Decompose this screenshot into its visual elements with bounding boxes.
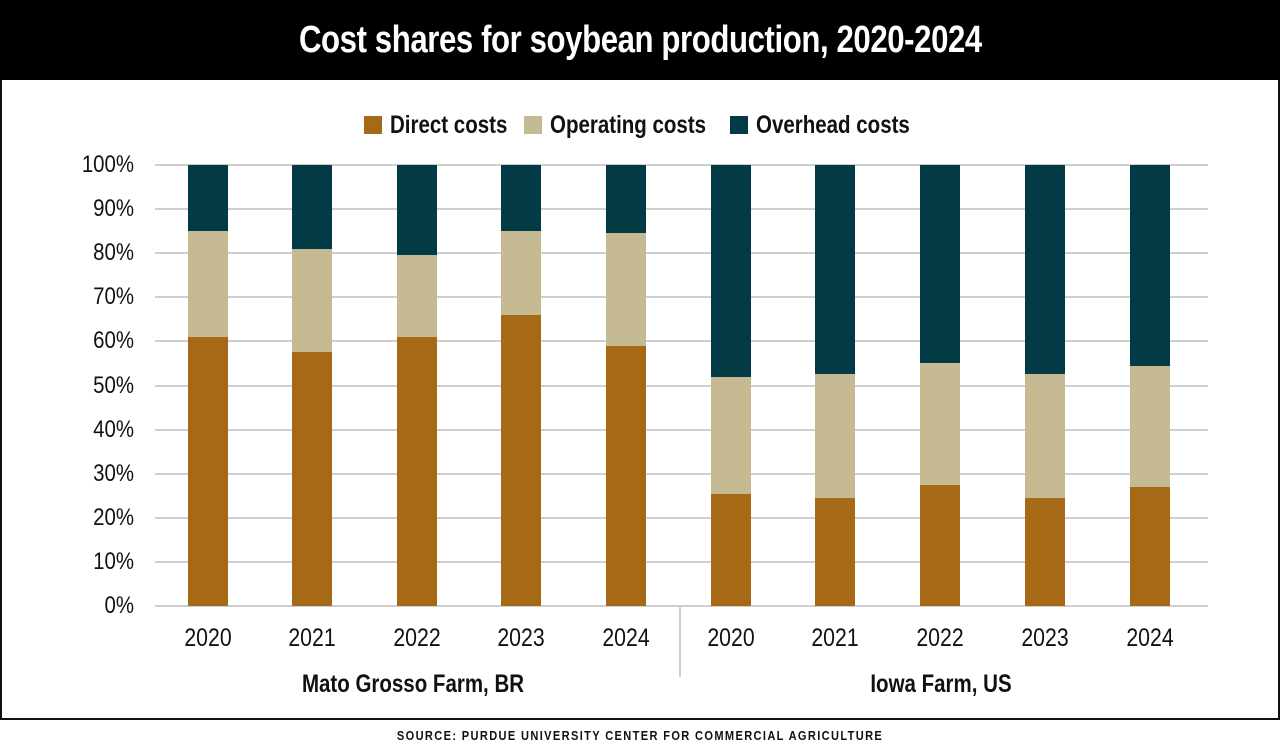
gridline [155,208,1208,211]
x-tick-label: 2021 [288,624,336,652]
bar-segment-direct-costs [711,493,751,606]
x-tick-label: 2024 [1126,624,1174,652]
bar-segment-overhead-costs [711,165,751,377]
gridline [155,340,1208,343]
gridline [155,296,1208,299]
y-tick-label: 30% [93,459,134,487]
bar-segment-direct-costs [1130,486,1170,606]
gridline [155,428,1208,431]
bar-segment-operating-costs [815,374,855,498]
bar-segment-operating-costs [292,248,332,353]
bar-segment-direct-costs [292,352,332,606]
legend-item-operating-costs: Operating costs [523,110,712,140]
x-tick-label: 2022 [916,624,964,652]
group-label-mato-grosso: Mato Grosso Farm, BR [301,670,525,698]
direct-costs-swatch-icon [364,116,383,134]
bar-segment-overhead-costs [397,165,437,256]
gridline [155,516,1208,519]
legend-label: Operating costs [549,110,706,139]
group-divider [679,606,681,677]
bar-segment-operating-costs [501,231,541,315]
bar-segment-overhead-costs [292,165,332,249]
bar-segment-operating-costs [711,376,751,494]
bar-segment-operating-costs [1025,374,1065,498]
bar-segment-overhead-costs [1025,165,1065,375]
x-tick-label: 2023 [1021,624,1069,652]
bar-segment-direct-costs [397,336,437,606]
y-tick-label: 20% [93,503,134,531]
x-tick-label: 2021 [811,624,859,652]
bar-segment-operating-costs [1130,365,1170,487]
source-text: SOURCE: PURDUE UNIVERSITY CENTER FOR COM… [396,728,884,743]
y-tick-label: 60% [93,327,134,355]
bar-segment-operating-costs [188,231,228,337]
group-label-iowa: Iowa Farm, US [870,670,1012,698]
y-tick-label: 10% [93,547,134,575]
legend: Direct costs Operating costs Overhead co… [0,108,1280,142]
bar-segment-overhead-costs [606,165,646,234]
bar-segment-overhead-costs [920,165,960,364]
bar-segment-direct-costs [815,497,855,606]
legend-label: Overhead costs [755,110,910,139]
gridline [155,560,1208,563]
gridline [155,252,1208,255]
bar-segment-operating-costs [606,233,646,346]
bar-segment-overhead-costs [1130,165,1170,366]
legend-item-overhead-costs: Overhead costs [729,110,916,140]
gridline [155,605,1208,607]
chart-title: Cost shares for soybean production, 2020… [298,18,982,61]
bar-segment-operating-costs [920,363,960,485]
bar-segment-overhead-costs [188,165,228,232]
gridline [155,384,1208,387]
bar-segment-direct-costs [920,484,960,606]
source-note: SOURCE: PURDUE UNIVERSITY CENTER FOR COM… [0,728,1280,743]
bar-segment-direct-costs [606,345,646,606]
x-tick-label: 2023 [497,624,545,652]
legend-item-direct-costs: Direct costs [364,110,508,140]
overhead-costs-swatch-icon [729,116,748,134]
y-tick-label: 0% [104,592,134,619]
y-tick-label: 90% [93,195,134,223]
y-tick-label: 70% [93,283,134,311]
legend-label: Direct costs [390,110,508,139]
chart-header: Cost shares for soybean production, 2020… [0,0,1280,80]
bar-segment-direct-costs [188,336,228,606]
x-tick-label: 2022 [393,624,441,652]
gridline [155,164,1208,166]
bar-segment-operating-costs [397,255,437,337]
operating-costs-swatch-icon [523,116,542,134]
y-tick-label: 50% [93,371,134,399]
bar-segment-overhead-costs [815,165,855,375]
y-tick-label: 80% [93,239,134,267]
bar-segment-direct-costs [1025,497,1065,606]
bar-segment-overhead-costs [501,165,541,232]
y-tick-label: 100% [81,151,134,178]
bar-segment-direct-costs [501,314,541,606]
gridline [155,472,1208,475]
y-tick-label: 40% [93,415,134,443]
x-tick-label: 2024 [602,624,650,652]
x-tick-label: 2020 [184,624,232,652]
x-tick-label: 2020 [707,624,755,652]
